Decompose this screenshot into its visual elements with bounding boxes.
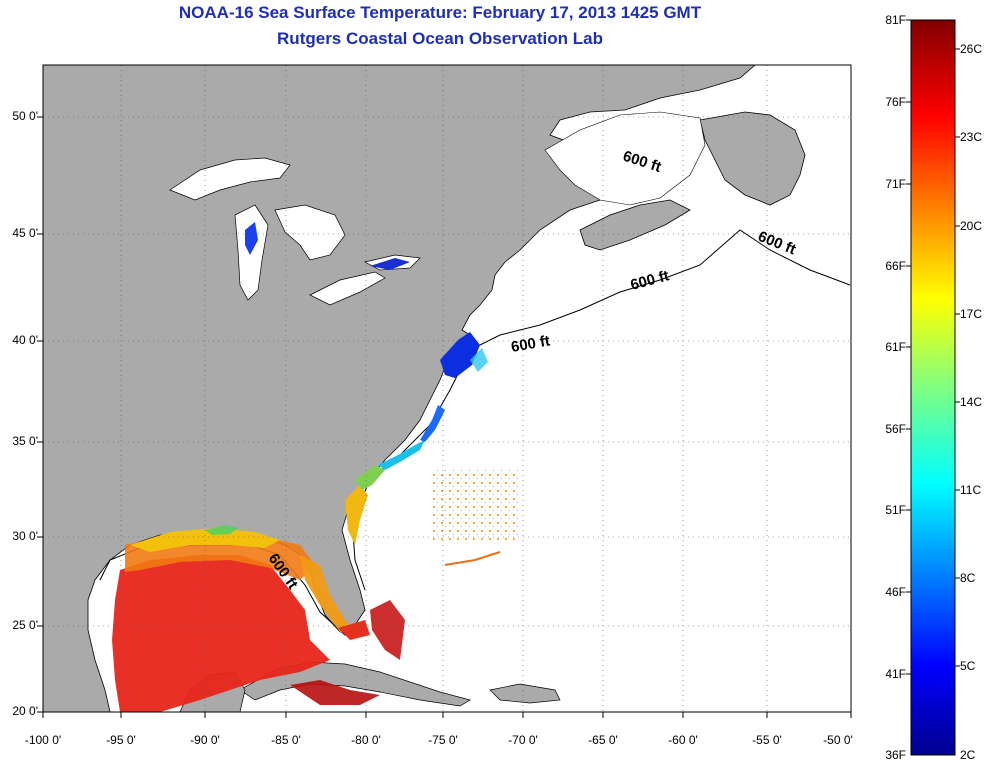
lon-tick-label: -55 0' <box>752 733 782 747</box>
sst-midatlantic-cyan <box>470 348 488 372</box>
colorbar <box>910 19 956 756</box>
colorbar-c-label: 14C <box>960 395 983 409</box>
lon-tick-label: -60 0' <box>668 733 698 747</box>
map-frame <box>42 64 852 713</box>
sst-offshore-scatter <box>430 470 520 540</box>
colorbar-f-label: 61F <box>885 340 906 354</box>
sst-gulf-red <box>112 555 330 712</box>
colorbar-f-label: 46F <box>885 585 906 599</box>
map-title: NOAA-16 Sea Surface Temperature: Februar… <box>178 3 702 22</box>
lat-tick-label: 50 0' <box>12 109 38 123</box>
lon-tick-label: -95 0' <box>106 733 136 747</box>
colorbar-f-label: 41F <box>885 667 906 681</box>
lat-tick-label: 35 0' <box>12 434 38 448</box>
colorbar-c-label: 11C <box>960 483 982 497</box>
lon-tick-label: -80 0' <box>351 733 381 747</box>
lake-michigan <box>234 204 269 301</box>
colorbar-c-label: 23C <box>960 130 983 144</box>
colorbar-f-label: 36F <box>885 748 906 762</box>
colorbar-c-label: 5C <box>960 659 976 673</box>
colorbar-f-label: 51F <box>885 503 906 517</box>
sst-gulf-green <box>205 525 238 535</box>
colorbar-f-label: 66F <box>885 259 906 273</box>
sst-gulfstream-streak <box>444 551 501 566</box>
sst-hatteras <box>420 405 445 442</box>
lon-tick-label: -65 0' <box>588 733 618 747</box>
axis-ticks <box>37 116 852 718</box>
lake-huron <box>274 204 346 261</box>
sst-lake-erie <box>370 258 410 270</box>
colorbar-c-label: 17C <box>960 307 983 321</box>
lon-tick-label: -70 0' <box>508 733 538 747</box>
sst-florida-keys <box>338 620 370 640</box>
map-area: 600 ft 600 ft 600 ft 600 ft 600 ft <box>43 65 851 712</box>
sst-florida-east <box>345 485 368 545</box>
sst-georgia <box>355 465 385 490</box>
colorbar-c-label: 2C <box>960 748 976 762</box>
lat-tick-label: 25 0' <box>12 618 38 632</box>
colorbar-f-label: 56F <box>885 422 906 436</box>
colorbar-f-label: 76F <box>885 95 906 109</box>
land-hispaniola <box>489 683 561 704</box>
sst-caribbean-red <box>290 680 380 705</box>
lake-superior <box>169 157 291 201</box>
land-newfoundland <box>699 111 806 206</box>
lat-tick-label: 30 0' <box>12 529 38 543</box>
sst-florida-west <box>300 555 355 632</box>
colorbar-ticks <box>906 19 960 675</box>
sst-carolina <box>378 440 425 470</box>
land-nova-scotia <box>579 199 691 251</box>
sst-bahamas-red <box>370 600 405 660</box>
lon-tick-label: -50 0' <box>823 733 853 747</box>
sst-chesapeake <box>440 332 480 378</box>
lon-tick-label: -85 0' <box>271 733 301 747</box>
lon-tick-label: -100 0' <box>24 733 62 747</box>
map-subtitle: Rutgers Coastal Ocean Observation Lab <box>277 29 603 48</box>
lon-tick-label: -75 0' <box>428 733 458 747</box>
isobath-label: 600 ft <box>510 332 552 356</box>
sst-lake-michigan <box>245 222 258 255</box>
colorbar-c-label: 20C <box>960 219 983 233</box>
lat-tick-label: 20 0' <box>12 704 38 718</box>
colorbar-c-label: 8C <box>960 571 976 585</box>
lat-tick-label: 40 0' <box>12 333 38 347</box>
lat-tick-label: 45 0' <box>12 226 38 240</box>
gulf-st-lawrence <box>544 111 706 206</box>
lon-tick-label: -90 0' <box>190 733 220 747</box>
colorbar-f-label: 81F <box>885 13 906 27</box>
colorbar-c-label: 26C <box>960 42 983 56</box>
colorbar-f-label: 71F <box>885 177 906 191</box>
